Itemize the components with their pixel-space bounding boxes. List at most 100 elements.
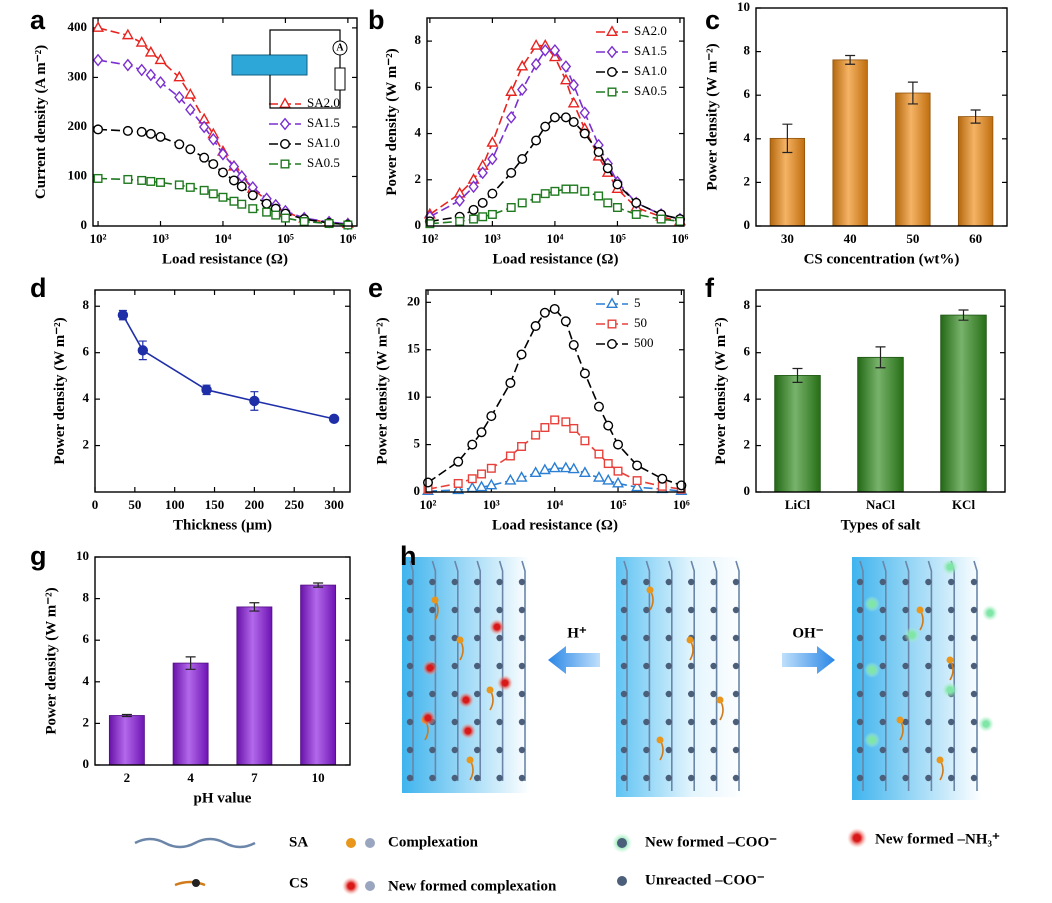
coo-group <box>710 662 717 670</box>
x-tick-label: 30 <box>781 231 794 246</box>
panel-letter: h <box>400 541 417 571</box>
marker <box>477 197 488 208</box>
x-tick-label: 10⁵ <box>277 231 294 246</box>
coo-group <box>451 606 458 614</box>
coo-group <box>429 578 436 586</box>
legend-unreacted-coo: Unreacted –COO⁻ <box>645 872 765 888</box>
coo-group <box>948 718 955 726</box>
marker <box>631 197 642 208</box>
coo-group <box>474 578 481 586</box>
marker <box>122 125 133 136</box>
coo-group <box>406 662 414 670</box>
marker <box>467 439 478 450</box>
coo-group <box>665 774 672 782</box>
marker <box>631 209 641 219</box>
coo-group <box>902 606 909 614</box>
panel-letter: f <box>705 273 715 303</box>
x-tick-label: 4 <box>187 770 194 785</box>
marker <box>538 463 551 475</box>
new-complex <box>422 660 438 676</box>
panel-letter: c <box>705 5 720 35</box>
coo-group <box>710 606 717 614</box>
y-tick-label: 10 <box>407 388 420 403</box>
coo-group <box>518 606 526 614</box>
marker <box>137 175 147 185</box>
coo-group <box>688 718 695 726</box>
error-bar <box>313 582 324 588</box>
y-tick-label: 4 <box>83 673 90 688</box>
marker <box>248 204 258 214</box>
new-complex-bead <box>342 877 360 895</box>
error-bar <box>907 81 918 105</box>
coo-group <box>451 774 458 782</box>
unreacted-coo-icon <box>617 876 627 886</box>
membrane-acid <box>402 557 530 793</box>
acid-label: H⁺ <box>567 625 587 641</box>
marker <box>657 473 668 484</box>
coo-group <box>620 746 628 754</box>
coo-group <box>970 578 978 586</box>
marker <box>136 126 147 137</box>
coo-group <box>620 718 628 726</box>
new-coo <box>904 627 920 643</box>
coo-group <box>879 606 886 614</box>
coo-group <box>925 690 932 698</box>
marker <box>487 152 498 166</box>
marker <box>560 316 571 327</box>
marker <box>485 478 498 490</box>
sa-chain <box>521 560 526 781</box>
marker <box>218 192 228 202</box>
y-tick-label: 0 <box>415 217 422 232</box>
error-bar <box>958 309 969 321</box>
marker <box>343 220 353 230</box>
coo-group <box>496 746 503 754</box>
coo-group <box>732 746 740 754</box>
coo-group <box>665 634 672 642</box>
panel-letter: d <box>30 273 47 303</box>
x-tick-label: 300 <box>324 497 344 512</box>
coo-group <box>970 662 978 670</box>
bar <box>940 314 987 493</box>
y-axis-label: Power density (W m⁻²) <box>713 317 729 464</box>
new-coo <box>942 682 958 698</box>
x-tick-label: 10⁶ <box>672 231 689 246</box>
marker <box>486 411 497 422</box>
coo-group <box>732 774 740 782</box>
coo-group <box>620 662 628 670</box>
marker <box>123 174 133 184</box>
bar <box>172 662 209 766</box>
legend-label: 500 <box>634 335 654 350</box>
coo-group <box>710 718 717 726</box>
series-line <box>122 314 335 420</box>
sa-chain <box>882 560 887 791</box>
error-bar <box>782 123 793 154</box>
marker <box>185 144 196 155</box>
marker <box>155 75 166 89</box>
coo-group <box>688 690 695 698</box>
coo-group <box>970 718 978 726</box>
ammeter <box>332 40 348 56</box>
marker <box>185 182 195 192</box>
x-tick-label: 10² <box>421 231 438 246</box>
coo-group <box>643 746 650 754</box>
legend-marker <box>606 45 618 59</box>
marker <box>237 199 247 209</box>
marker <box>247 190 258 201</box>
legend-label: SA2.0 <box>634 23 667 38</box>
y-axis-label: Power density (W m⁻²) <box>52 317 68 464</box>
sa-chain <box>454 560 459 781</box>
new-coo <box>864 662 880 678</box>
coo-group <box>451 746 458 754</box>
y-tick-label: 5 <box>414 436 421 451</box>
legend-label: SA0.5 <box>634 83 667 98</box>
x-tick-label: 10 <box>312 770 325 785</box>
marker <box>92 21 105 32</box>
new-complex <box>489 619 505 635</box>
marker <box>613 466 623 476</box>
marker <box>531 430 541 440</box>
marker <box>568 78 579 92</box>
coo-group <box>620 774 628 782</box>
marker <box>477 469 487 479</box>
marker <box>656 214 666 224</box>
coo-group <box>665 690 672 698</box>
